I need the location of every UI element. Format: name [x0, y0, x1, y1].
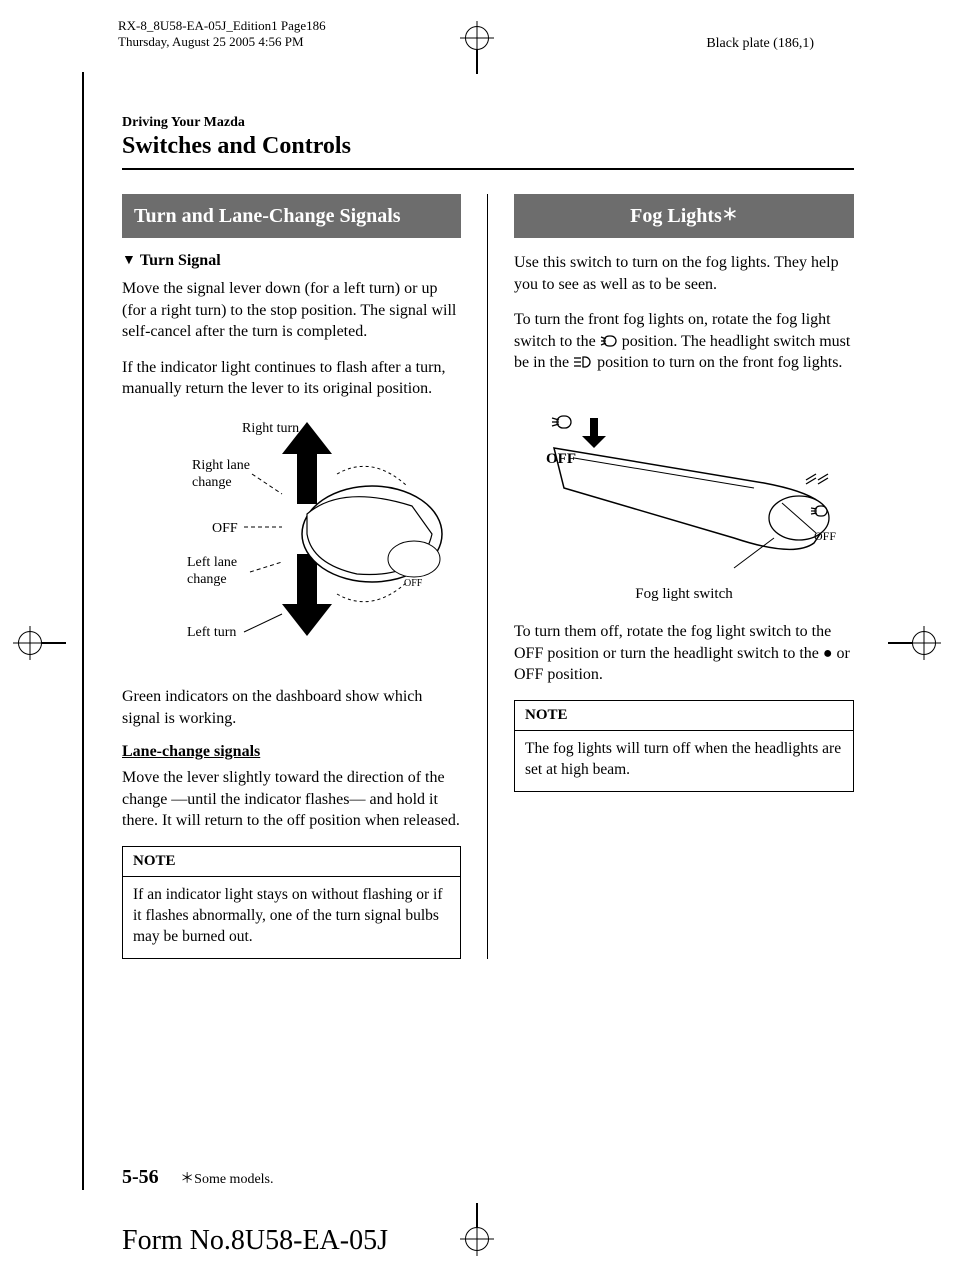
- paragraph: Move the lever slightly toward the direc…: [122, 767, 461, 832]
- registration-mark-icon: [912, 631, 936, 655]
- headlight-icon: [573, 355, 593, 369]
- label-off-left: OFF: [546, 451, 576, 467]
- heading-text: Fog Lights: [630, 205, 722, 227]
- page-left-rule: [82, 72, 84, 1190]
- triangle-down-icon: ▼: [122, 253, 136, 268]
- footer: 5-56 ＊Some models.: [122, 1166, 274, 1189]
- subheading-lane-change: Lane-change signals: [122, 743, 461, 761]
- fog-light-icon: [600, 334, 618, 348]
- registration-mark-icon: [18, 631, 42, 655]
- form-number: Form No.8U58-EA-05J: [122, 1225, 388, 1257]
- paragraph: Use this switch to turn on the fog light…: [514, 252, 854, 295]
- note-body: The fog lights will turn off when the he…: [515, 731, 853, 791]
- note-box: NOTE The fog lights will turn off when t…: [514, 700, 854, 792]
- paragraph: To turn them off, rotate the fog light s…: [514, 621, 854, 686]
- subheading-turn-signal: ▼ Turn Signal: [122, 252, 461, 270]
- page: RX-8_8U58-EA-05J_Edition1 Page186 Thursd…: [0, 0, 954, 1285]
- chapter-label: Driving Your Mazda: [122, 115, 854, 131]
- text-span: position to turn on the front fog lights…: [597, 354, 842, 371]
- right-column: Fog Lights＊ Use this switch to turn on t…: [514, 194, 854, 959]
- registration-mark-icon: [465, 1227, 489, 1251]
- doc-timestamp: Thursday, August 25 2005 4:56 PM: [118, 34, 326, 50]
- label-left-lane: Left lane: [187, 555, 237, 570]
- label-left-turn: Left turn: [187, 625, 236, 640]
- paragraph: If the indicator light continues to flas…: [122, 357, 461, 400]
- section-title: Switches and Controls: [122, 133, 854, 160]
- section-rule: [122, 168, 854, 170]
- subheading-text: Turn Signal: [140, 252, 221, 269]
- label-right-lane2: change: [192, 475, 232, 490]
- two-column-layout: Turn and Lane-Change Signals ▼ Turn Signa…: [122, 194, 854, 959]
- paragraph: Move the signal lever down (for a left t…: [122, 278, 461, 343]
- topic-heading-fog-lights: Fog Lights＊: [514, 194, 854, 238]
- label-right-lane: Right lane: [192, 458, 250, 473]
- label-right-turn: Right turn: [242, 421, 299, 436]
- header-meta: RX-8_8U58-EA-05J_Edition1 Page186 Thursd…: [118, 18, 326, 51]
- label-off: OFF: [212, 521, 238, 536]
- page-number: 5-56: [122, 1166, 159, 1188]
- fog-light-switch-diagram: OFF OFF: [514, 388, 854, 578]
- label-off-small: OFF: [404, 578, 423, 589]
- column-divider: [487, 194, 488, 959]
- topic-heading-turn-signals: Turn and Lane-Change Signals: [122, 194, 461, 238]
- doc-id: RX-8_8U58-EA-05J_Edition1 Page186: [118, 18, 326, 34]
- note-box: NOTE If an indicator light stays on with…: [122, 846, 461, 959]
- content: Driving Your Mazda Switches and Controls…: [122, 115, 854, 959]
- some-models-note: ＊Some models.: [180, 1172, 273, 1187]
- label-off-right: OFF: [814, 529, 836, 543]
- paragraph: Green indicators on the dashboard show w…: [122, 686, 461, 729]
- note-title: NOTE: [515, 701, 853, 726]
- diagram-caption: Fog light switch: [514, 586, 854, 603]
- turn-signal-lever-diagram: Right turn Right lane change OFF Left la…: [132, 414, 452, 674]
- registration-mark-icon: [465, 26, 489, 50]
- label-left-lane2: change: [187, 572, 227, 587]
- note-body: If an indicator light stays on without f…: [123, 877, 460, 958]
- plate-info: Black plate (186,1): [706, 36, 814, 52]
- note-title: NOTE: [123, 847, 460, 872]
- paragraph: To turn the front fog lights on, rotate …: [514, 309, 854, 374]
- footnote-star-icon: ＊: [722, 207, 738, 224]
- left-column: Turn and Lane-Change Signals ▼ Turn Signa…: [122, 194, 461, 959]
